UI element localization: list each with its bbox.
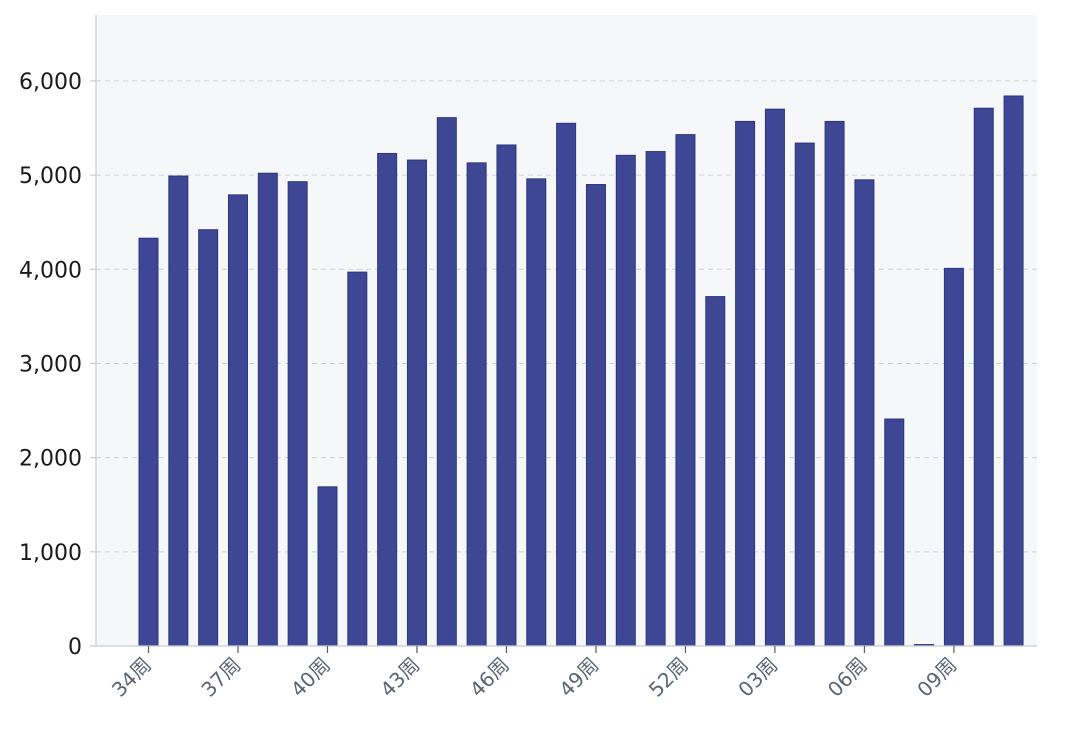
bar bbox=[377, 152, 398, 647]
y-tick-label: 6,000 bbox=[19, 70, 82, 95]
bar bbox=[198, 229, 219, 647]
x-tick-label: 46周 bbox=[465, 653, 514, 702]
bar bbox=[585, 184, 606, 647]
bar bbox=[526, 178, 547, 647]
bar bbox=[824, 120, 845, 647]
y-tick-label: 3,000 bbox=[19, 352, 82, 377]
bar bbox=[436, 117, 457, 647]
x-tick-label: 40周 bbox=[286, 653, 335, 702]
bar bbox=[884, 418, 905, 647]
x-tick-label: 37周 bbox=[196, 653, 245, 702]
bar bbox=[347, 271, 368, 647]
bar bbox=[287, 181, 308, 647]
bar bbox=[854, 179, 875, 647]
y-tick-label: 1,000 bbox=[19, 541, 82, 566]
bar bbox=[794, 142, 815, 647]
y-tick-labels: 0 1,000 2,000 3,000 4,000 5,000 6,000 bbox=[19, 70, 96, 660]
axes bbox=[95, 15, 1037, 647]
bar bbox=[168, 175, 189, 647]
bar bbox=[764, 108, 785, 647]
bar bbox=[138, 237, 159, 647]
bar bbox=[705, 296, 726, 647]
bar bbox=[317, 486, 338, 647]
y-tick-label: 5,000 bbox=[19, 164, 82, 189]
y-tick-label: 0 bbox=[68, 635, 82, 660]
bar bbox=[466, 162, 487, 647]
x-tick-label: 34周 bbox=[107, 653, 156, 702]
bars bbox=[138, 95, 1024, 647]
y-tick-label: 2,000 bbox=[19, 447, 82, 472]
bar bbox=[615, 154, 636, 647]
bar bbox=[943, 267, 964, 647]
bar bbox=[227, 194, 248, 647]
x-tick-label: 52周 bbox=[644, 653, 693, 702]
bar bbox=[1003, 95, 1024, 647]
bar bbox=[973, 107, 994, 647]
bar bbox=[406, 159, 427, 647]
x-tick-label: 49周 bbox=[554, 653, 603, 702]
bar bbox=[556, 122, 577, 647]
x-tick-labels: 34周 37周 40周 43周 46周 49周 52周 03周 06周 09周 bbox=[107, 646, 961, 702]
x-tick-label: 03周 bbox=[733, 653, 782, 702]
x-tick-label: 09周 bbox=[912, 653, 961, 702]
bar bbox=[675, 134, 696, 647]
y-tick-label: 4,000 bbox=[19, 258, 82, 283]
x-tick-label: 06周 bbox=[823, 653, 872, 702]
bar bbox=[735, 120, 756, 647]
bar bbox=[257, 172, 278, 647]
bar bbox=[496, 144, 517, 647]
x-tick-label: 43周 bbox=[375, 653, 424, 702]
bar bbox=[645, 151, 666, 647]
